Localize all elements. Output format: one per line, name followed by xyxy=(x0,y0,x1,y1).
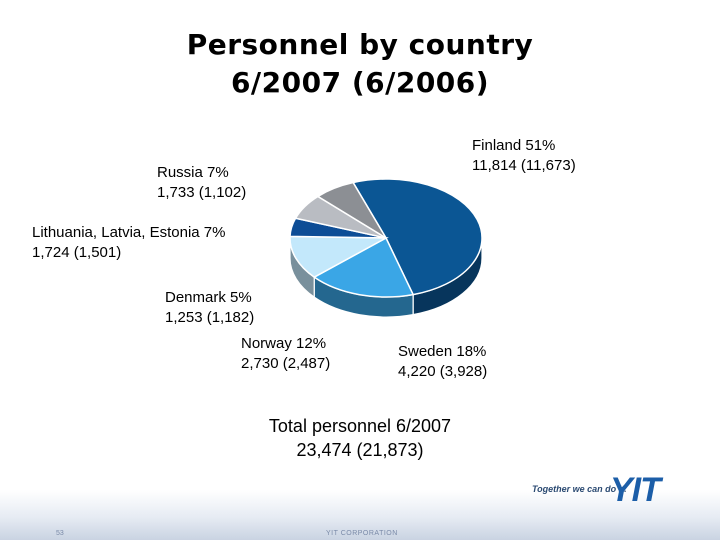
label-baltics-count: 1,724 (1,501) xyxy=(32,244,122,261)
label-sweden-count: 4,220 (3,928) xyxy=(398,363,488,380)
label-finland-count: 11,814 (11,673) xyxy=(472,157,576,174)
pie-slice-sweden xyxy=(312,236,415,298)
total-personnel: Total personnel 6/2007 23,474 (21,873) xyxy=(210,414,510,462)
label-norway-pct: Norway 12% xyxy=(241,335,327,352)
label-russia: Russia 7% 1,733 (1,102) xyxy=(157,163,246,203)
label-russia-count: 1,733 (1,102) xyxy=(157,184,247,201)
label-baltics-pct: Lithuania, Latvia, Estonia 7% xyxy=(32,224,226,241)
total-line-2: 23,474 (21,873) xyxy=(296,440,424,460)
pie-slice-norway xyxy=(289,235,389,279)
pie-slice-finland xyxy=(351,178,483,296)
label-denmark-count: 1,253 (1,182) xyxy=(165,309,255,326)
label-denmark-pct: Denmark 5% xyxy=(165,289,252,306)
label-norway-count: 2,730 (2,487) xyxy=(241,355,331,372)
label-baltics: Lithuania, Latvia, Estonia 7% 1,724 (1,5… xyxy=(32,223,225,263)
label-sweden-pct: Sweden 18% xyxy=(398,343,487,360)
label-sweden: Sweden 18% 4,220 (3,928) xyxy=(398,342,487,382)
label-finland: Finland 51% 11,814 (11,673) xyxy=(472,136,576,176)
title-line-1: Personnel by country xyxy=(186,28,534,61)
total-line-1: Total personnel 6/2007 xyxy=(268,416,452,436)
label-norway: Norway 12% 2,730 (2,487) xyxy=(241,334,330,374)
footer-band xyxy=(0,490,720,540)
yit-logo: YIT xyxy=(610,471,661,509)
corporation-name: YIT CORPORATION xyxy=(326,530,398,537)
label-russia-pct: Russia 7% xyxy=(157,164,229,181)
label-denmark: Denmark 5% 1,253 (1,182) xyxy=(165,288,254,328)
pie-slice-russia xyxy=(316,181,387,239)
page-number: 53 xyxy=(56,530,64,537)
title-line-2: 6/2007 (6/2006) xyxy=(230,66,490,99)
label-finland-pct: Finland 51% xyxy=(472,137,556,154)
slogan-text: Together we can do it. xyxy=(532,484,627,494)
chart-title: Personnel by country 6/2007 (6/2006) xyxy=(0,26,720,102)
